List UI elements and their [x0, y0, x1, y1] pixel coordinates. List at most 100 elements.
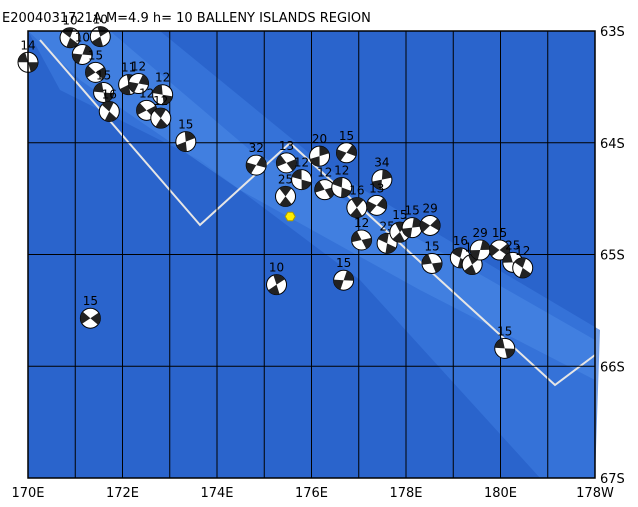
focal-mechanism [245, 154, 267, 176]
depth-label: 34 [374, 156, 389, 170]
lon-tick-label: 172E [106, 486, 139, 501]
focal-mechanism [351, 229, 373, 251]
focal-mechanism [469, 239, 491, 261]
compression-quadrant [72, 45, 93, 64]
depth-label: 15 [492, 226, 507, 240]
compression-quadrant [351, 231, 372, 249]
compression-quadrant [279, 186, 292, 207]
compression-quadrant [332, 177, 352, 198]
compression-quadrant [80, 311, 101, 325]
lat-tick-label: 67S [600, 472, 625, 487]
depth-label: 11 [121, 61, 136, 75]
lat-tick-label: 66S [600, 360, 625, 375]
focal-mechanism [266, 274, 288, 296]
compression-quadrant [489, 243, 510, 257]
compression-quadrant [372, 169, 392, 190]
focal-mechanism [335, 142, 357, 164]
depth-label: 16 [453, 234, 468, 248]
compression-quadrant [291, 169, 312, 190]
compression-quadrant [62, 27, 78, 48]
focal-mechanism [175, 131, 197, 153]
compression-quadrant [268, 274, 285, 295]
focal-mechanism [275, 152, 297, 174]
lat-tick-label: 65S [600, 249, 625, 264]
depth-label: 15 [83, 294, 98, 308]
depth-label: 15 [178, 118, 193, 132]
depth-label: 13 [279, 139, 294, 153]
depth-label: 12 [131, 60, 146, 74]
focal-mechanism [314, 179, 336, 201]
depth-label: 10 [75, 30, 90, 44]
focal-mechanism [152, 84, 174, 106]
focal-mechanism [79, 307, 101, 329]
focal-mechanism [419, 214, 441, 236]
depth-label: 16 [102, 87, 117, 101]
focal-mechanism [89, 26, 111, 48]
compression-quadrant [93, 82, 114, 103]
depth-label: 13 [369, 181, 384, 195]
compression-quadrant [309, 146, 330, 167]
depth-label: 12 [155, 71, 170, 85]
lon-tick-label: 180E [484, 486, 517, 501]
lon-tick-label: 178E [389, 486, 422, 501]
depth-label: 15 [392, 208, 407, 222]
depth-label: 32 [249, 141, 264, 155]
compression-quadrant [101, 101, 117, 122]
compression-quadrant [314, 181, 335, 199]
compression-quadrant [420, 218, 441, 233]
map-title: E2004031721A M=4.9 h= 10 BALLENY ISLANDS… [2, 11, 371, 26]
compression-quadrant [514, 257, 531, 278]
depth-label: 15 [424, 239, 439, 253]
depth-label: 10 [62, 14, 77, 28]
depth-label: 15 [336, 256, 351, 270]
focal-mechanism [331, 176, 353, 198]
lon-tick-label: 176E [295, 486, 328, 501]
depth-label: 15 [88, 48, 103, 62]
focal-mechanism [150, 107, 172, 129]
depth-label: 12 [317, 166, 332, 180]
depth-label: 15 [497, 324, 512, 338]
compression-quadrant [85, 65, 106, 80]
lon-tick-label: 178W [576, 486, 614, 501]
depth-label: 15 [339, 129, 354, 143]
focal-mechanism [59, 27, 81, 49]
depth-label: 12 [515, 244, 530, 258]
depth-label: 25 [278, 172, 293, 186]
lat-tick-label: 63S [600, 25, 625, 40]
focal-mechanism [401, 217, 423, 239]
epicenter [284, 211, 296, 222]
depth-label: 29 [422, 201, 437, 215]
focal-mechanism [85, 61, 107, 83]
lon-tick-label: 174E [200, 486, 233, 501]
compression-quadrant [422, 254, 442, 273]
focal-mechanism [275, 185, 297, 207]
compression-quadrant [470, 240, 491, 260]
compression-quadrant [128, 74, 149, 93]
depth-label: 12 [334, 163, 349, 177]
compression-quadrant [152, 84, 173, 105]
compression-quadrant [176, 131, 196, 152]
focal-mechanism [494, 337, 516, 359]
compression-quadrant [154, 108, 168, 129]
compression-quadrant [246, 156, 267, 174]
depth-label: 25 [505, 238, 520, 252]
focal-mechanism [346, 197, 368, 219]
depth-label: 16 [349, 184, 364, 198]
compression-quadrant [366, 197, 387, 213]
focal-mechanism [512, 257, 534, 279]
depth-label: 29 [473, 226, 488, 240]
focal-mechanism [489, 239, 511, 261]
compression-quadrant [350, 197, 364, 218]
depth-label: 15 [405, 204, 420, 218]
focal-mechanism [291, 169, 313, 191]
focal-mechanism [366, 194, 388, 216]
lat-tick-label: 64S [600, 137, 625, 152]
focal-mechanism [71, 43, 93, 65]
depth-label: 20 [312, 132, 327, 146]
depth-label: 15 [96, 68, 111, 82]
focal-mechanism [93, 81, 115, 103]
depth-label: 12 [153, 94, 168, 108]
lon-tick-label: 170E [11, 486, 44, 501]
depth-label: 10 [93, 13, 108, 27]
focal-mechanism [333, 269, 355, 291]
